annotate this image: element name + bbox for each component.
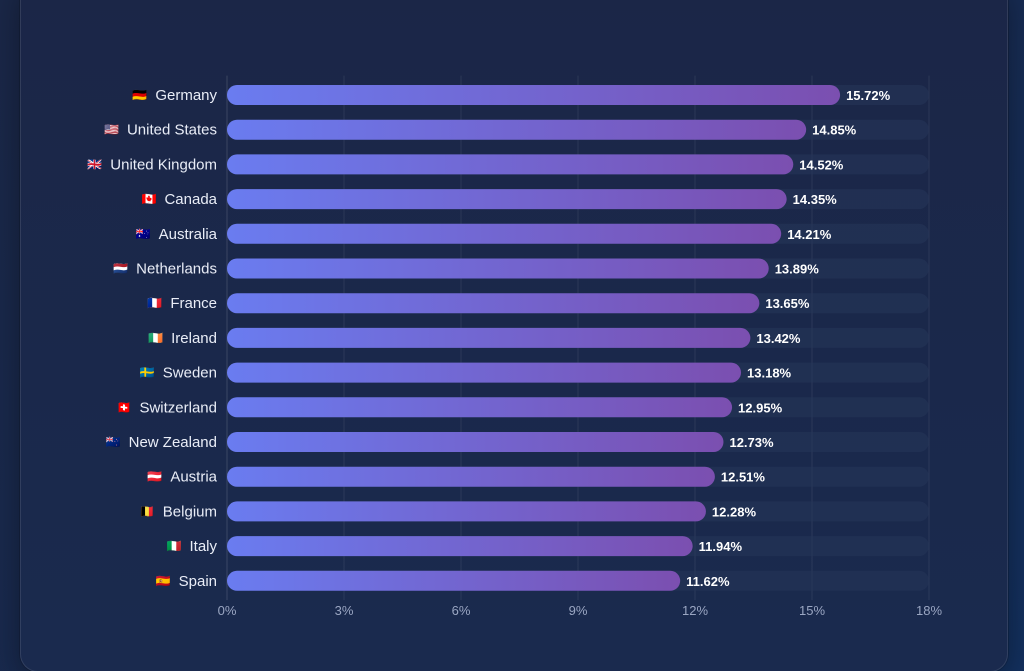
bar-chart: 15.72% Germany 🇩🇪 14.85% United States 🇺🇸 14.5… <box>87 75 943 618</box>
x-tick-label: 9% <box>569 603 588 618</box>
bar <box>227 293 760 314</box>
data-label: 14.21% <box>787 227 832 242</box>
category-label: Spain <box>179 573 217 590</box>
category-label: Italy <box>189 538 217 555</box>
flag-icon: 🇪🇸 <box>156 574 171 588</box>
bar-layer <box>227 85 929 591</box>
x-axis: 0% 3% 6% 9% 12% 15% 18% <box>218 603 943 618</box>
data-label: 13.89% <box>775 262 820 277</box>
bar <box>227 362 742 383</box>
x-tick-label: 18% <box>916 603 942 618</box>
flag-icon: 🇸🇪 <box>140 366 155 380</box>
flag-icon: 🇳🇿 <box>106 435 121 449</box>
bar <box>227 189 787 210</box>
data-label: 12.73% <box>729 435 774 450</box>
flag-icon: 🇦🇺 <box>136 227 151 241</box>
category-label: Sweden <box>163 365 217 382</box>
bar <box>227 501 706 522</box>
bar <box>227 223 782 244</box>
label-layer: 15.72% Germany 🇩🇪 14.85% United States 🇺🇸 14.5… <box>87 87 890 590</box>
flag-icon: 🇮🇹 <box>167 539 182 553</box>
data-label: 13.18% <box>747 366 792 381</box>
bar <box>227 570 681 591</box>
bar <box>227 397 733 418</box>
category-label: France <box>170 295 217 312</box>
x-tick-label: 3% <box>335 603 354 618</box>
bar <box>227 119 807 140</box>
data-label: 13.65% <box>765 296 810 311</box>
category-label: Germany <box>155 87 217 104</box>
data-label: 14.52% <box>799 157 844 172</box>
category-label: United Kingdom <box>110 156 217 173</box>
category-label: Belgium <box>163 503 217 520</box>
flag-icon: 🇨🇦 <box>142 192 157 206</box>
flag-icon: 🇦🇹 <box>147 470 162 484</box>
data-label: 14.85% <box>812 123 857 138</box>
category-label: Switzerland <box>139 399 217 416</box>
x-tick-label: 6% <box>452 603 471 618</box>
bar <box>227 258 769 279</box>
flag-icon: 🇮🇪 <box>148 331 163 345</box>
flag-icon: 🇺🇸 <box>104 123 119 137</box>
x-tick-label: 0% <box>218 603 237 618</box>
category-label: Australia <box>159 226 218 243</box>
x-tick-label: 12% <box>682 603 708 618</box>
category-label: United States <box>127 122 217 139</box>
bar <box>227 432 724 452</box>
bar <box>227 154 794 175</box>
flag-icon: 🇬🇧 <box>87 157 102 171</box>
category-label: New Zealand <box>129 434 217 451</box>
bar <box>227 466 715 487</box>
bar <box>227 536 693 557</box>
flag-icon: 🇫🇷 <box>147 296 162 310</box>
category-label: Austria <box>170 469 217 486</box>
category-label: Canada <box>164 191 217 208</box>
bar <box>227 85 841 105</box>
chart-card: 15.72% Germany 🇩🇪 14.85% United States 🇺🇸 14.5… <box>20 0 1008 671</box>
data-label: 15.72% <box>846 88 891 103</box>
category-label: Netherlands <box>136 261 217 278</box>
data-label: 12.95% <box>738 400 783 415</box>
data-label: 14.35% <box>793 192 838 207</box>
data-label: 11.62% <box>686 574 730 589</box>
flag-icon: 🇨🇭 <box>117 400 132 414</box>
data-label: 11.94% <box>699 539 743 554</box>
data-label: 12.51% <box>721 470 766 485</box>
data-label: 13.42% <box>756 331 801 346</box>
x-tick-label: 15% <box>799 603 825 618</box>
flag-icon: 🇩🇪 <box>132 88 147 102</box>
bar <box>227 327 751 348</box>
data-label: 12.28% <box>712 504 757 519</box>
flag-icon: 🇧🇪 <box>140 504 155 518</box>
category-label: Ireland <box>171 330 217 347</box>
flag-icon: 🇳🇱 <box>113 262 128 276</box>
